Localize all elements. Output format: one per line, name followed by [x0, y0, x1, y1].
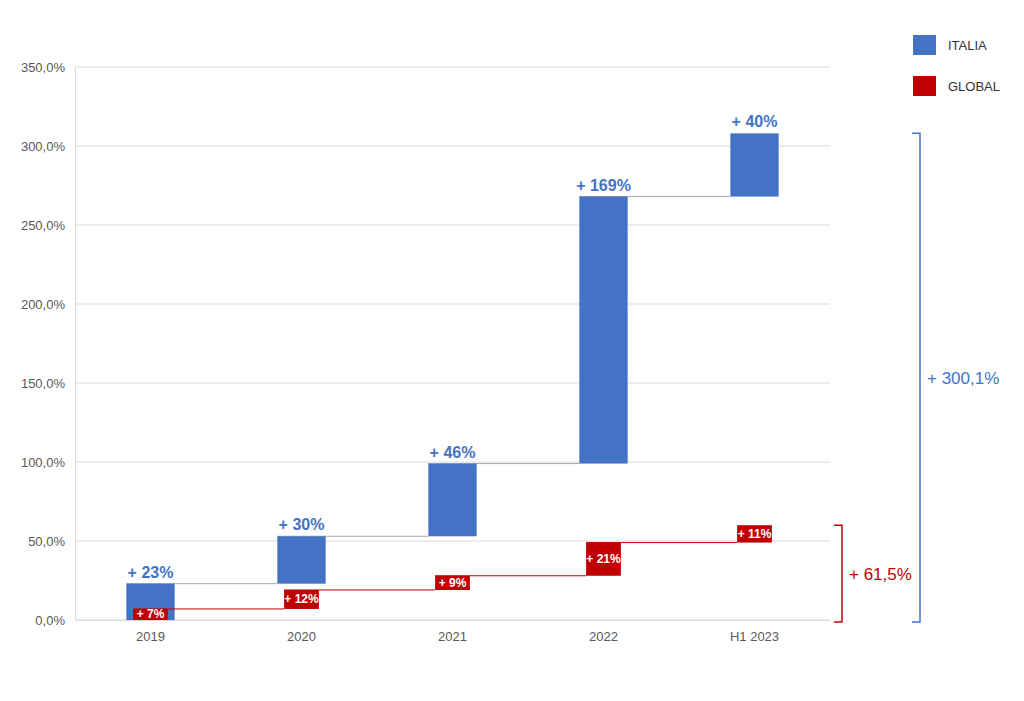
- y-tick: 100,0%: [21, 455, 75, 470]
- legend-swatch: [913, 76, 936, 96]
- y-tick: 150,0%: [21, 376, 75, 391]
- grid: [75, 67, 830, 620]
- chart: 0,0% 50,0% 100,0% 150,0% 200,0% 250,0% 300,0% 3…: [0, 0, 1024, 701]
- y-tick: 200,0%: [21, 297, 75, 312]
- data-label: + 46%: [430, 444, 476, 461]
- marks: [126, 133, 778, 620]
- bar: [277, 536, 325, 583]
- x-tick-label: 2021: [438, 629, 467, 644]
- legend: ITALIA GLOBAL: [913, 35, 1000, 96]
- annotation: + 61,5%: [849, 565, 912, 584]
- grid-line: [75, 620, 830, 621]
- x-tick-label: H1 2023: [730, 629, 779, 644]
- x-tick: 2020: [287, 620, 316, 644]
- x-axis: 2019 2020 2021 2022 H1 2023: [76, 620, 831, 644]
- data-label: + 7%: [137, 607, 165, 621]
- y-tick-label: 100,0%: [21, 455, 66, 470]
- data-label: + 11%: [738, 527, 772, 541]
- bar: [579, 197, 627, 464]
- y-tick: 0,0%: [35, 613, 75, 628]
- bar: [435, 576, 470, 590]
- y-tick: 50,0%: [28, 534, 75, 549]
- grid-line: [75, 225, 830, 226]
- data-labels: + 23% + 30% + 46% + 169% + 40% + 7% + 12% + 9% +…: [128, 113, 778, 621]
- x-axis-line: [76, 620, 831, 621]
- y-tick-label: 250,0%: [21, 218, 66, 233]
- bar: [730, 133, 778, 196]
- bracket: [912, 133, 920, 622]
- bracket: [834, 525, 842, 622]
- grid-line: [75, 383, 830, 384]
- y-tick: 300,0%: [21, 139, 75, 154]
- x-tick: 2022: [589, 620, 618, 644]
- legend-swatch: [913, 35, 936, 55]
- legend-item: GLOBAL: [913, 76, 1000, 96]
- y-tick: 250,0%: [21, 218, 75, 233]
- x-tick: H1 2023: [730, 620, 779, 644]
- series-1: [133, 525, 772, 620]
- y-tick-label: 150,0%: [21, 376, 66, 391]
- data-label: + 12%: [284, 592, 319, 606]
- bar: [428, 464, 476, 537]
- y-tick-label: 50,0%: [28, 534, 65, 549]
- y-tick-label: 200,0%: [21, 297, 66, 312]
- bar: [284, 590, 319, 609]
- y-axis-line: [75, 68, 76, 621]
- plot: 0,0% 50,0% 100,0% 150,0% 200,0% 250,0% 300,0% 3…: [21, 60, 999, 645]
- grid-line: [75, 67, 830, 68]
- legend-label: ITALIA: [948, 38, 987, 53]
- legend-label: GLOBAL: [948, 79, 1000, 94]
- y-tick-label: 0,0%: [35, 613, 65, 628]
- grid-line: [75, 304, 830, 305]
- bar: [586, 543, 621, 576]
- x-tick-label: 2022: [589, 629, 618, 644]
- bar: [737, 525, 772, 542]
- grid-line: [75, 462, 830, 463]
- x-tick-label: 2020: [287, 629, 316, 644]
- x-tick: 2019: [136, 620, 165, 644]
- grid-line: [75, 146, 830, 147]
- data-label: + 9%: [439, 576, 467, 590]
- data-label: + 23%: [128, 564, 174, 581]
- data-label: + 21%: [586, 552, 621, 566]
- grid-line: [75, 541, 830, 542]
- annotation: + 300,1%: [927, 369, 999, 388]
- x-tick-label: 2019: [136, 629, 165, 644]
- x-tick: 2021: [438, 620, 467, 644]
- y-tick: 350,0%: [21, 60, 75, 75]
- data-label: + 30%: [279, 516, 325, 533]
- legend-item: ITALIA: [913, 35, 987, 55]
- y-axis: 0,0% 50,0% 100,0% 150,0% 200,0% 250,0% 300,0% 3…: [21, 60, 76, 628]
- y-tick-label: 300,0%: [21, 139, 66, 154]
- data-label: + 40%: [732, 113, 778, 130]
- y-tick-label: 350,0%: [21, 60, 66, 75]
- data-label: + 169%: [576, 177, 631, 194]
- series-0: [126, 133, 778, 620]
